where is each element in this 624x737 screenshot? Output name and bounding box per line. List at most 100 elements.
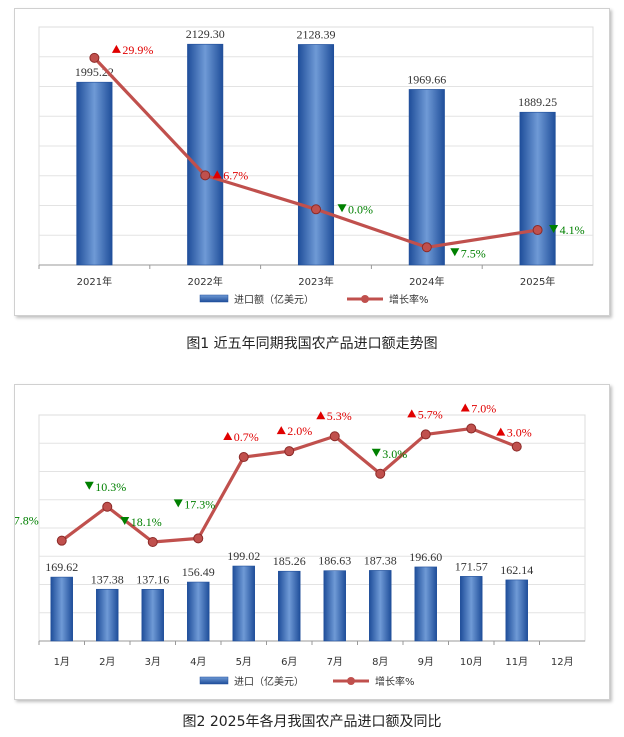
legend-line-label: 增长率% — [389, 293, 429, 306]
x-tick-label: 5月 — [236, 656, 252, 668]
bar — [369, 570, 392, 642]
chart1-caption: 图1 近五年同期我国农产品进口额走势图 — [186, 336, 438, 352]
down-arrow-icon — [450, 248, 460, 257]
growth-rate-label: 17.3% — [184, 497, 215, 511]
legend-bar-swatch — [199, 294, 229, 303]
bar-value-label: 137.38 — [91, 572, 124, 586]
growth-rate-label: 0.0% — [348, 202, 373, 216]
up-arrow-icon — [496, 427, 506, 436]
line-point — [238, 452, 249, 463]
bar-value-label: 186.63 — [318, 554, 351, 568]
bar — [297, 44, 335, 266]
x-tick-label: 11月 — [505, 656, 528, 668]
x-tick-label: 1月 — [54, 656, 70, 668]
growth-rate-label: 5.3% — [327, 409, 352, 423]
x-tick-label: 10月 — [460, 656, 483, 668]
x-tick-label: 12月 — [551, 656, 574, 668]
up-arrow-icon — [316, 411, 326, 420]
bar-value-label: 137.16 — [136, 572, 169, 586]
bar — [96, 588, 119, 642]
up-arrow-icon — [212, 170, 222, 179]
line-point — [421, 242, 432, 253]
bar-value-label: 196.60 — [409, 550, 442, 564]
x-tick-label: 6月 — [281, 656, 297, 668]
legend-line-label: 增长率% — [375, 675, 415, 688]
line-point — [466, 423, 477, 434]
legend-bar-label: 进口额（亿美元） — [234, 293, 314, 306]
growth-rate-label: 17.8% — [15, 514, 39, 528]
down-arrow-icon — [173, 499, 183, 508]
growth-rate-label: 7.5% — [461, 246, 486, 260]
bar — [323, 570, 346, 642]
x-tick-label: 2月 — [99, 656, 115, 668]
legend-line-marker — [347, 677, 355, 685]
bar — [505, 579, 528, 642]
legend-bar-label: 进口（亿美元） — [234, 675, 304, 688]
up-arrow-icon — [460, 403, 470, 412]
bar — [50, 576, 73, 642]
chart2-svg: 1月 169.62 2月 137.38 3月 137.16 4月 156.49 5月 199.02… — [15, 402, 586, 688]
line-point — [420, 429, 431, 440]
bar-value-label: 2128.39 — [297, 27, 336, 41]
bar-value-label: 162.14 — [500, 563, 533, 577]
growth-rate-label: 2.0% — [287, 424, 312, 438]
x-tick-label: 7月 — [327, 656, 343, 668]
bar-value-label: 156.49 — [182, 565, 215, 579]
bar-value-label: 171.57 — [455, 559, 488, 573]
bar — [414, 566, 437, 642]
line-point — [56, 535, 67, 546]
bar — [408, 89, 445, 266]
growth-rate-label: 7.0% — [471, 402, 496, 416]
x-tick-label: 2023年 — [298, 275, 333, 288]
chart-panel-2: 1月 169.62 2月 137.38 3月 137.16 4月 156.49 5月 199.02… — [14, 384, 610, 700]
chart-panel-1: 2021年 1995.22 2022年 2129.30 2023年 2128.39 2024… — [14, 8, 610, 316]
legend-bar-swatch — [199, 676, 229, 685]
down-arrow-icon — [84, 481, 94, 490]
bar — [187, 581, 210, 642]
growth-rate-label: 3.0% — [382, 447, 407, 461]
growth-rate-label: 10.3% — [95, 480, 126, 494]
line-point — [102, 501, 113, 512]
up-arrow-icon — [223, 432, 233, 441]
bar — [141, 589, 164, 642]
x-tick-label: 3月 — [145, 656, 161, 668]
chart2-caption: 图2 2025年各月我国农产品进口额及同比 — [182, 714, 442, 730]
line-point — [511, 441, 522, 452]
up-arrow-icon — [276, 426, 286, 435]
growth-rate-label: 5.7% — [418, 407, 443, 421]
bar — [460, 576, 483, 642]
bar-value-label: 2129.30 — [186, 27, 225, 41]
line-point — [375, 468, 386, 479]
line-point — [147, 537, 158, 548]
bar-value-label: 187.38 — [364, 553, 397, 567]
x-tick-label: 2024年 — [409, 275, 444, 288]
x-tick-label: 9月 — [418, 656, 434, 668]
x-tick-label: 2021年 — [77, 275, 112, 288]
bar-value-label: 169.62 — [45, 560, 78, 574]
line-point — [284, 446, 295, 457]
line-point — [193, 533, 204, 544]
line-point — [89, 52, 100, 63]
down-arrow-icon — [549, 225, 559, 234]
down-arrow-icon — [120, 517, 130, 526]
growth-rate-label: 0.7% — [234, 430, 259, 444]
x-tick-label: 8月 — [372, 656, 388, 668]
down-arrow-icon — [337, 204, 347, 213]
x-tick-label: 2025年 — [520, 275, 555, 288]
growth-rate-label: 18.1% — [131, 515, 162, 529]
x-tick-label: 4月 — [190, 656, 206, 668]
bar — [232, 565, 255, 642]
up-arrow-icon — [407, 409, 417, 418]
line-point — [200, 170, 211, 181]
bar-value-label: 1969.66 — [407, 72, 446, 86]
growth-rate-label: 29.9% — [122, 43, 153, 57]
growth-rate-label: 4.1% — [560, 223, 585, 237]
line-point — [311, 204, 321, 215]
line-point — [532, 225, 543, 236]
up-arrow-icon — [111, 44, 121, 53]
growth-rate-label: 3.0% — [507, 426, 532, 440]
x-tick-label: 2022年 — [187, 275, 222, 288]
growth-rate-label: 6.7% — [223, 168, 248, 182]
bar-value-label: 1889.25 — [518, 95, 557, 109]
down-arrow-icon — [371, 448, 381, 457]
